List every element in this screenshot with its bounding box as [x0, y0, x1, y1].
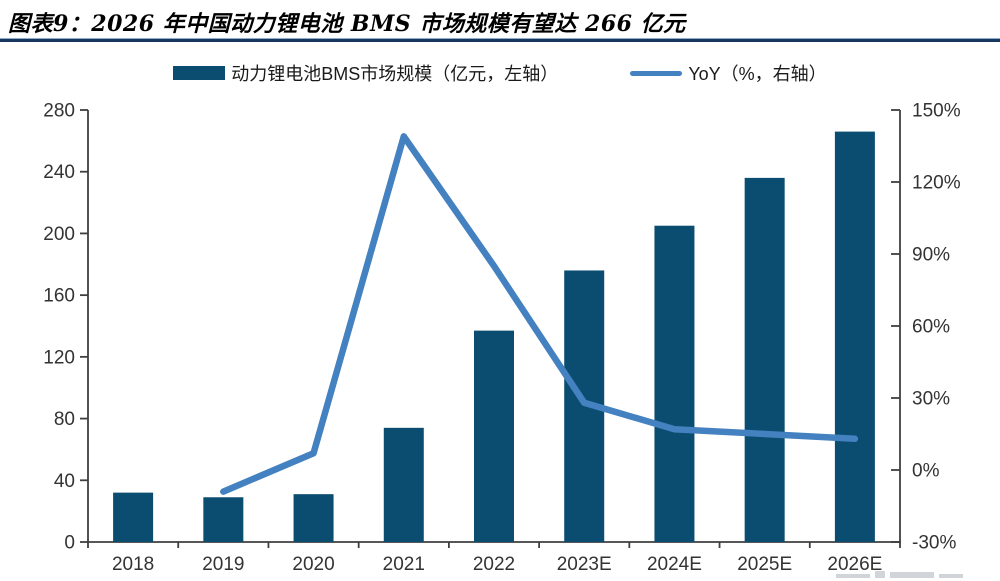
bar-2022 — [474, 330, 514, 542]
right-axis-tick-label: 30% — [912, 389, 950, 410]
left-axis-tick-label: 160 — [43, 286, 75, 307]
line-series-swatch — [630, 70, 683, 76]
left-axis-tick-label: 0 — [64, 533, 75, 554]
bar-2024E — [654, 225, 695, 542]
watermark-artifact — [836, 566, 996, 578]
right-axis-tick-label: -30% — [912, 533, 956, 554]
bar-2025E — [744, 177, 785, 542]
right-axis-tick-label: 60% — [912, 317, 950, 338]
x-axis-label: 2024E — [647, 554, 702, 575]
legend-label: YoY（%，右轴） — [688, 64, 827, 84]
chart-legend: 动力锂电池BMS市场规模（亿元，左轴） YoY（%，右轴） — [0, 60, 1000, 86]
bar-2018 — [113, 492, 154, 542]
right-axis-tick-label: 150% — [912, 101, 961, 122]
left-axis-tick-label: 80 — [54, 409, 75, 430]
x-axis-label: 2018 — [112, 554, 154, 575]
bar-2020 — [293, 494, 334, 542]
title-underline — [0, 38, 1000, 42]
x-axis-label: 2022 — [473, 554, 515, 575]
left-axis-tick-label: 240 — [43, 162, 75, 183]
bar-2019 — [203, 497, 244, 542]
left-axis-tick-label: 40 — [54, 471, 75, 492]
x-axis-label: 2025E — [737, 554, 792, 575]
left-axis-tick-label: 280 — [43, 101, 75, 122]
legend-label: 动力锂电池BMS市场规模（亿元，左轴） — [231, 64, 559, 84]
x-axis-label: 2026E — [827, 554, 882, 575]
legend-item-yoy: YoY（%，右轴） — [630, 60, 827, 86]
left-axis-tick-label: 200 — [43, 224, 75, 245]
left-axis-tick-label: 120 — [43, 347, 75, 368]
x-axis-label: 2023E — [557, 554, 612, 575]
x-axis-label: 2021 — [383, 554, 425, 575]
x-axis-label: 2020 — [292, 554, 334, 575]
right-axis-tick-label: 120% — [912, 173, 961, 194]
yoy-line — [220, 133, 859, 495]
legend-item-market-size: 动力锂电池BMS市场规模（亿元，左轴） — [173, 60, 558, 86]
bar-2026E — [834, 131, 875, 542]
bar-series-swatch — [173, 66, 226, 80]
figure-title: 图表9：2026 年中国动力锂电池 BMS 市场规模有望达 266 亿元 — [8, 11, 686, 37]
right-axis-tick-label: 90% — [912, 245, 950, 266]
x-axis-label: 2019 — [202, 554, 244, 575]
right-axis-tick-label: 0% — [912, 461, 940, 482]
bar-2021 — [383, 427, 424, 542]
